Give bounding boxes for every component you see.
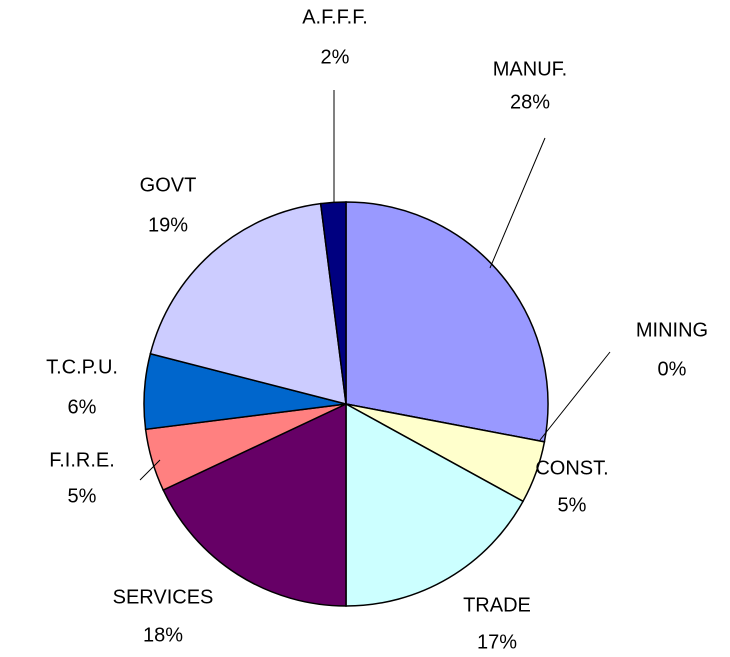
pie-slice (162, 402, 347, 607)
slice-value-label: 28% (510, 91, 550, 113)
slice-value-label: 19% (148, 214, 188, 236)
slice-label: TRADE (463, 594, 531, 616)
slice-value-label: 2% (321, 46, 350, 68)
slice-label: A.F.F.F. (302, 6, 368, 28)
slice-value-label: 5% (68, 485, 97, 507)
leader-line (489, 137, 546, 269)
slice-label: GOVT (140, 174, 197, 196)
slice-label: MANUF. (493, 58, 567, 80)
pie-slice (345, 201, 549, 443)
slice-label: SERVICES (113, 586, 214, 608)
pie-slice (345, 402, 525, 607)
leader-line (139, 459, 161, 481)
slice-value-label: 6% (68, 396, 97, 418)
pie-slice (149, 202, 347, 406)
pie-slice (319, 201, 347, 405)
slice-value-label: 18% (143, 624, 183, 646)
slice-label: F.I.R.E. (49, 449, 115, 471)
slice-value-label: 17% (477, 631, 517, 653)
slice-label: MINING (636, 319, 708, 341)
slice-value-label: 0% (658, 358, 687, 380)
slice-value-label: 5% (558, 494, 587, 516)
slice-label: CONST. (535, 457, 608, 479)
leader-line (539, 351, 611, 441)
slice-label: T.C.P.U. (46, 356, 118, 378)
